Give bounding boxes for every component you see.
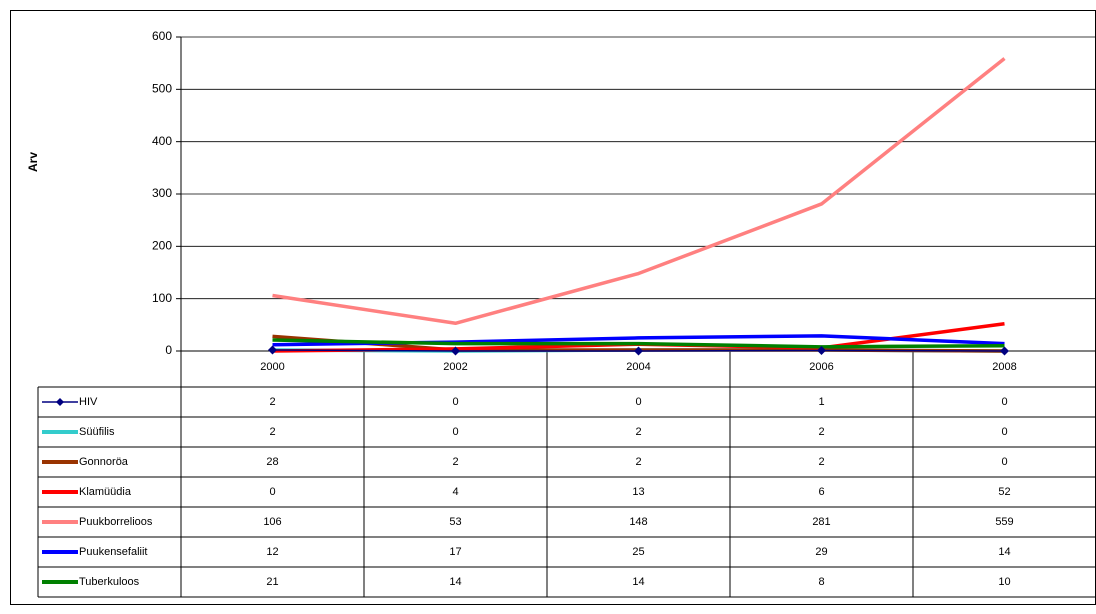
y-tick-label: 600 (152, 29, 172, 43)
y-tick-label: 300 (152, 186, 172, 200)
table-value: 13 (632, 486, 644, 498)
table-value: 2 (269, 396, 275, 408)
table-value: 14 (449, 576, 461, 588)
table-value: 0 (269, 486, 275, 498)
y-tick-label: 0 (165, 343, 172, 357)
table-value: 21 (266, 576, 278, 588)
table-value: 12 (266, 546, 278, 558)
chart-border (10, 10, 1096, 605)
table-value: 2 (452, 456, 458, 468)
table-value: 0 (1001, 456, 1007, 468)
table-value: 559 (995, 516, 1013, 528)
legend-label: Tuberkuloos (79, 576, 140, 588)
table-value: 4 (452, 486, 458, 498)
legend-label: Süüfilis (79, 426, 115, 438)
table-value: 10 (998, 576, 1010, 588)
series-marker (268, 345, 277, 355)
series-line (272, 57, 1006, 326)
table-value: 106 (263, 516, 281, 528)
table-value: 281 (812, 516, 830, 528)
x-tick-label: 2000 (260, 361, 284, 373)
table-value: 14 (998, 546, 1010, 558)
legend-label: Gonnoröa (79, 456, 129, 468)
legend-label: Puukensefaliit (79, 546, 148, 558)
legend-label: Klamüüdia (79, 486, 132, 498)
x-tick-label: 2004 (626, 361, 650, 373)
table-value: 0 (1001, 426, 1007, 438)
table-value: 8 (818, 576, 824, 588)
table-value: 53 (449, 516, 461, 528)
y-tick-label: 200 (152, 239, 172, 253)
series-line (272, 338, 1005, 349)
x-tick-label: 2006 (809, 361, 833, 373)
table-value: 2 (635, 426, 641, 438)
table-value: 29 (815, 546, 827, 558)
series-marker (1000, 346, 1009, 356)
table-value: 2 (635, 456, 641, 468)
legend-label: HIV (79, 396, 98, 408)
series-marker (634, 346, 643, 356)
table-value: 2 (269, 426, 275, 438)
y-axis-label: Arv (26, 152, 40, 172)
table-value: 17 (449, 546, 461, 558)
table-value: 148 (629, 516, 647, 528)
table-value: 0 (635, 396, 641, 408)
table-value: 2 (818, 456, 824, 468)
x-tick-label: 2008 (992, 361, 1016, 373)
legend-label: Puukborrelioos (79, 516, 153, 528)
table-value: 2 (818, 426, 824, 438)
legend-marker (56, 398, 64, 406)
y-tick-label: 500 (152, 82, 172, 96)
table-value: 0 (452, 426, 458, 438)
y-tick-label: 400 (152, 134, 172, 148)
series-marker (451, 346, 460, 356)
table-value: 52 (998, 486, 1010, 498)
table-value: 14 (632, 576, 644, 588)
table-value: 28 (266, 456, 278, 468)
table-value: 25 (632, 546, 644, 558)
y-tick-label: 100 (152, 291, 172, 305)
table-value: 1 (818, 396, 824, 408)
table-value: 0 (452, 396, 458, 408)
table-value: 6 (818, 486, 824, 498)
table-value: 0 (1001, 396, 1007, 408)
x-tick-label: 2002 (443, 361, 467, 373)
series-marker (817, 345, 826, 355)
